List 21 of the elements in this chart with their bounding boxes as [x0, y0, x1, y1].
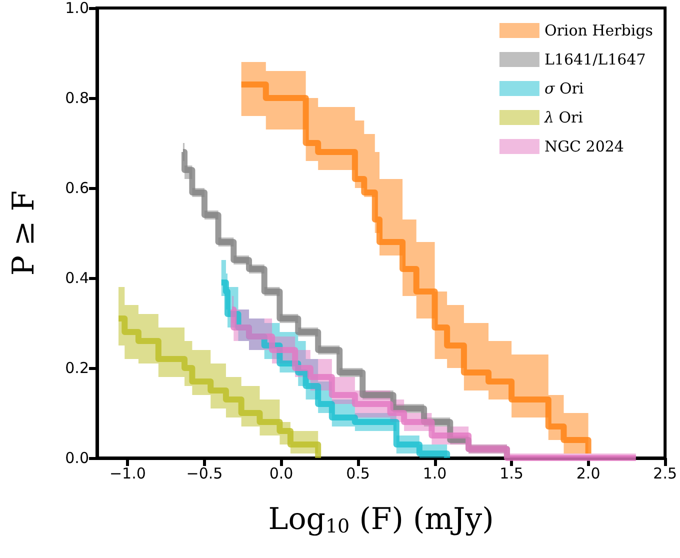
y-tick-label: 0.8: [65, 89, 89, 107]
y-tick-label: 0.6: [65, 179, 89, 197]
legend-label: σ Ori: [544, 80, 584, 98]
y-tick-label: 0.4: [65, 269, 89, 287]
x-tick-label: 2.5: [653, 464, 677, 482]
x-axis-title: Log10 (F) (mJy): [268, 502, 494, 538]
y-tick-label: 0.0: [65, 449, 89, 467]
legend-label: λ Ori: [543, 108, 584, 126]
y-tick-label: 1.0: [65, 0, 89, 17]
x-tick-label: 1.5: [500, 464, 524, 482]
x-tick-label: −1.0: [109, 464, 146, 482]
y-axis-title: P ≥ F: [6, 190, 42, 276]
x-tick-label: 0.0: [269, 464, 294, 482]
x-tick-label: 1.0: [422, 464, 447, 482]
legend-label: Orion Herbigs: [544, 22, 654, 40]
y-tick-label: 0.2: [65, 359, 89, 377]
x-tick-label: −0.5: [186, 464, 223, 482]
x-tick-label: 2.0: [576, 464, 600, 482]
legend-label: NGC 2024: [544, 138, 624, 156]
x-tick-label: 0.5: [346, 464, 370, 482]
legend-label: L1641/L1647: [544, 50, 646, 68]
